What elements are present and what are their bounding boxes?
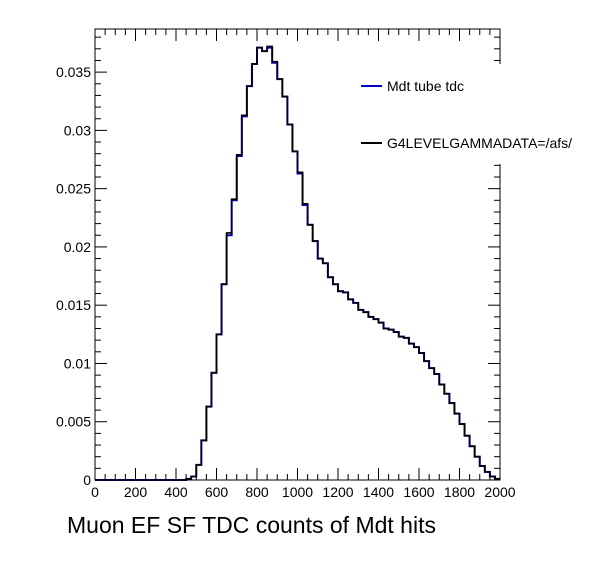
x-tick-label: 1800: [444, 484, 475, 500]
x-tick-label: 800: [245, 484, 269, 500]
y-tick-label: 0.01: [64, 355, 91, 371]
series-line-1: [95, 45, 500, 481]
x-tick-label: 1600: [403, 484, 434, 500]
y-tick-label: 0.025: [56, 181, 91, 197]
legend-label-1: G4LEVELGAMMADATA=/afs/: [387, 135, 572, 151]
x-tick-label: 0: [91, 484, 99, 500]
legend: Mdt tube tdc G4LEVELGAMMADATA=/afs/: [356, 64, 596, 164]
y-tick-label: 0.03: [64, 122, 91, 138]
legend-box: [356, 64, 596, 164]
x-tick-label: 400: [164, 484, 188, 500]
y-tick-label: 0.015: [56, 297, 91, 313]
y-tick-label: 0.02: [64, 239, 91, 255]
x-axis-tick-labels: 0 200 400 600 800 1000 1200 1400 1600 1800 2000: [91, 484, 516, 500]
chart-title: Muon EF SF TDC counts of Mdt hits: [67, 512, 436, 538]
y-tick-label: 0: [83, 472, 91, 488]
y-axis-tick-labels: 0 0.005 0.01 0.015 0.02 0.025 0.03 0.035: [56, 64, 91, 488]
x-tick-label: 200: [124, 484, 148, 500]
legend-label-0: Mdt tube tdc: [387, 78, 464, 94]
x-tick-label: 600: [205, 484, 229, 500]
x-tick-label: 2000: [484, 484, 515, 500]
y-tick-label: 0.035: [56, 64, 91, 80]
series-layer: [95, 45, 500, 481]
histogram-plot: 0 0.005 0.01 0.015 0.02 0.025 0.03 0.035 0 200 40…: [55, 28, 596, 500]
y-tick-label: 0.005: [56, 414, 91, 430]
x-tick-label: 1200: [322, 484, 353, 500]
x-tick-label: 1000: [282, 484, 313, 500]
x-tick-label: 1400: [363, 484, 394, 500]
plot-frame: [94, 28, 501, 481]
